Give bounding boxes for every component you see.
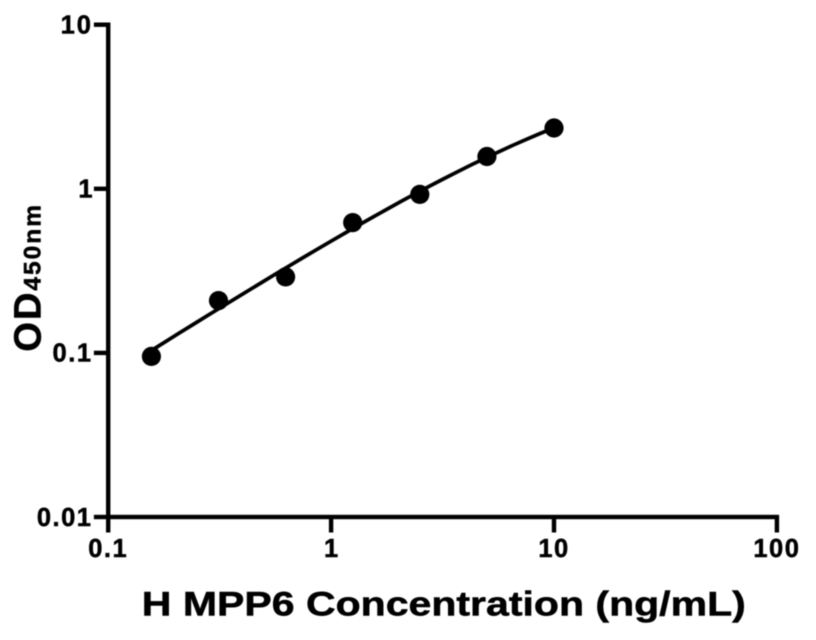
svg-text:0.1: 0.1 <box>53 340 93 368</box>
svg-text:10: 10 <box>538 535 569 563</box>
svg-text:1: 1 <box>324 535 338 563</box>
svg-text:100: 100 <box>753 535 800 563</box>
svg-text:0.01: 0.01 <box>37 504 93 532</box>
svg-text:H MPP6 Concentration (ng/mL): H MPP6 Concentration (ng/mL) <box>142 586 746 624</box>
svg-text:1: 1 <box>78 176 92 204</box>
svg-text:OD450nm: OD450nm <box>8 203 50 352</box>
svg-text:10: 10 <box>61 12 93 40</box>
svg-text:0.1: 0.1 <box>88 535 128 563</box>
